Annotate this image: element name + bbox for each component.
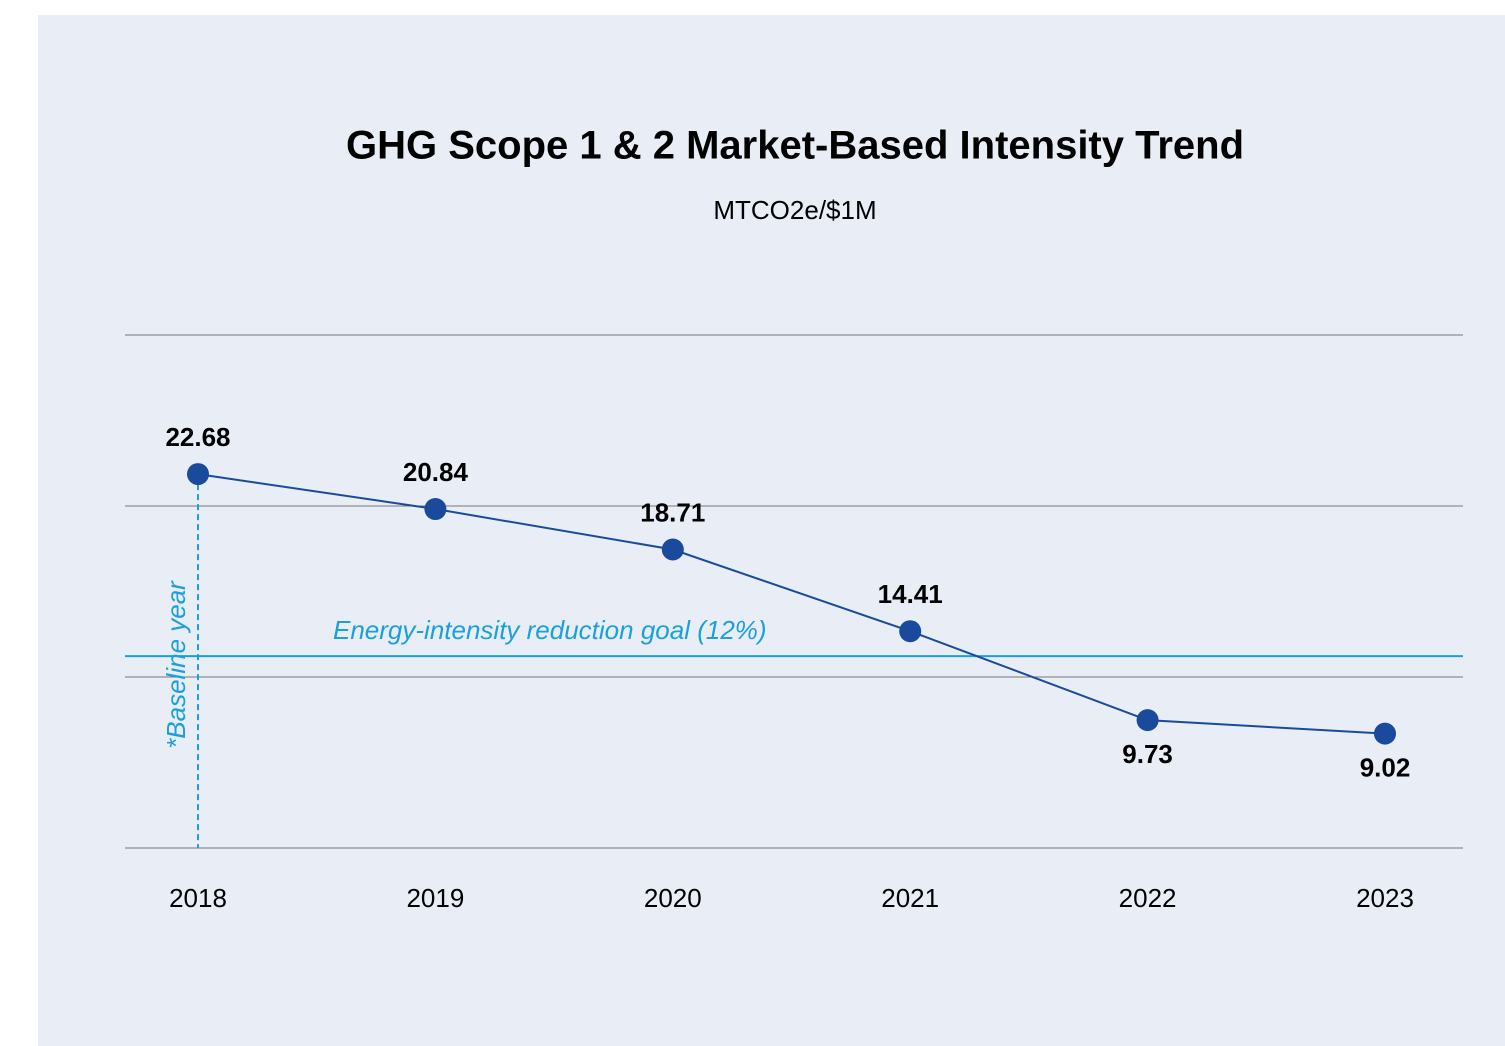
chart-title: GHG Scope 1 & 2 Market-Based Intensity T… — [346, 124, 1244, 168]
data-label: 18.71 — [640, 497, 705, 527]
panel — [38, 15, 1505, 1046]
data-point — [1136, 709, 1159, 732]
goal-label: Energy-intensity reduction goal (12%) — [333, 615, 767, 645]
baseline-label: *Baseline year — [161, 580, 191, 749]
x-tick-label: 2020 — [644, 883, 702, 913]
chart-subtitle: MTCO2e/$1M — [713, 195, 876, 225]
x-tick-label: 2022 — [1119, 883, 1177, 913]
data-point — [424, 498, 447, 521]
data-label: 9.73 — [1122, 739, 1173, 769]
x-tick-label: 2019 — [406, 883, 464, 913]
data-label: 20.84 — [403, 457, 469, 487]
data-label: 22.68 — [165, 422, 230, 452]
data-point — [187, 463, 209, 486]
series-line — [197, 473, 1386, 735]
data-label: 14.41 — [878, 579, 943, 609]
data-point — [899, 620, 922, 643]
x-tick-label: 2023 — [1356, 883, 1414, 913]
data-label: 9.02 — [1360, 752, 1411, 782]
x-tick-label: 2018 — [169, 883, 227, 913]
x-tick-label: 2021 — [881, 883, 939, 913]
data-point — [661, 538, 684, 561]
data-point — [1374, 722, 1396, 745]
